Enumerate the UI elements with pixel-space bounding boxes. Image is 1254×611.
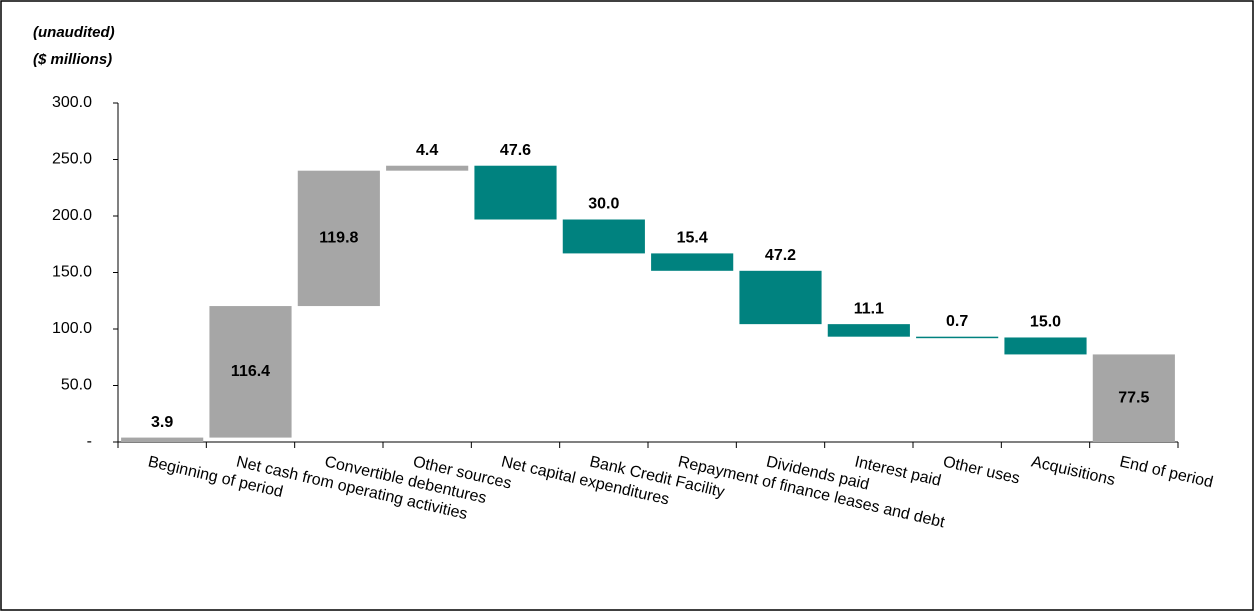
y-tick-label: 300.0	[52, 94, 92, 111]
y-tick-label: 250.0	[52, 151, 92, 168]
bar	[739, 270, 822, 325]
value-label: 119.8	[319, 230, 358, 247]
y-tick-label: -	[87, 433, 92, 450]
y-tick-label: 50.0	[61, 377, 92, 394]
value-label: 30.0	[588, 196, 619, 213]
value-label: 116.4	[231, 363, 270, 380]
bar	[121, 437, 204, 442]
value-label: 15.4	[677, 230, 708, 247]
bar	[474, 165, 557, 220]
value-label: 4.4	[416, 142, 438, 159]
bar	[916, 336, 999, 339]
bar	[386, 165, 469, 171]
bar	[297, 170, 380, 307]
value-label: 77.5	[1118, 389, 1149, 406]
unit-label: ($ millions)	[33, 51, 112, 68]
value-label: 15.0	[1030, 314, 1061, 331]
value-label: 3.9	[151, 414, 173, 431]
value-label: 0.7	[946, 313, 968, 330]
bar	[651, 253, 734, 271]
bar	[209, 306, 292, 438]
bar	[1092, 354, 1175, 442]
value-label: 11.1	[854, 300, 884, 317]
value-label: 47.6	[500, 142, 531, 159]
value-label: 47.2	[765, 247, 796, 264]
bar	[827, 324, 910, 337]
y-tick-label: 200.0	[52, 207, 92, 224]
bar	[562, 219, 645, 254]
bar	[1004, 337, 1087, 355]
y-tick-label: 100.0	[52, 320, 92, 337]
y-tick-label: 150.0	[52, 264, 92, 281]
unit-note: (unaudited)	[33, 24, 115, 41]
